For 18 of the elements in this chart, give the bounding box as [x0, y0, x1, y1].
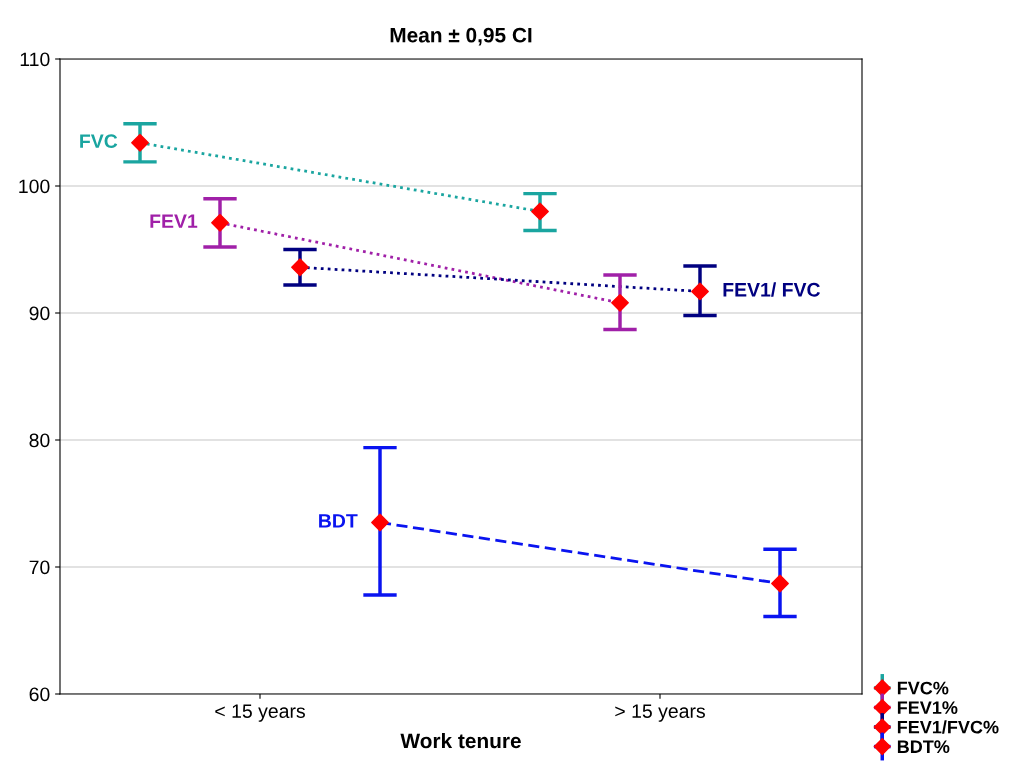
- y-tick-label: 80: [29, 433, 50, 448]
- x-tick-label: > 15 years: [615, 704, 705, 722]
- y-tick-label: 70: [29, 560, 50, 575]
- y-tick-label: 100: [19, 179, 50, 194]
- x-tick-label: < 15 years: [215, 704, 305, 722]
- legend-label: FEV1/FVC%: [897, 720, 999, 734]
- annotation: FEV1/ FVC: [723, 282, 821, 297]
- legend-label: FEV1%: [897, 701, 958, 714]
- y-tick-label: 60: [29, 687, 50, 702]
- legend-label: BDT%: [897, 740, 950, 754]
- legend-label: FVC%: [897, 681, 949, 695]
- annotation: FVC: [80, 134, 118, 149]
- chart-title: Mean ± 0,95 CI: [390, 27, 532, 46]
- annotation: BDT: [319, 514, 358, 528]
- x-axis-title: Work tenure: [400, 732, 521, 749]
- annotation: FEV1: [150, 214, 198, 228]
- y-tick-label: 90: [29, 306, 50, 321]
- y-tick-label: 110: [20, 52, 50, 67]
